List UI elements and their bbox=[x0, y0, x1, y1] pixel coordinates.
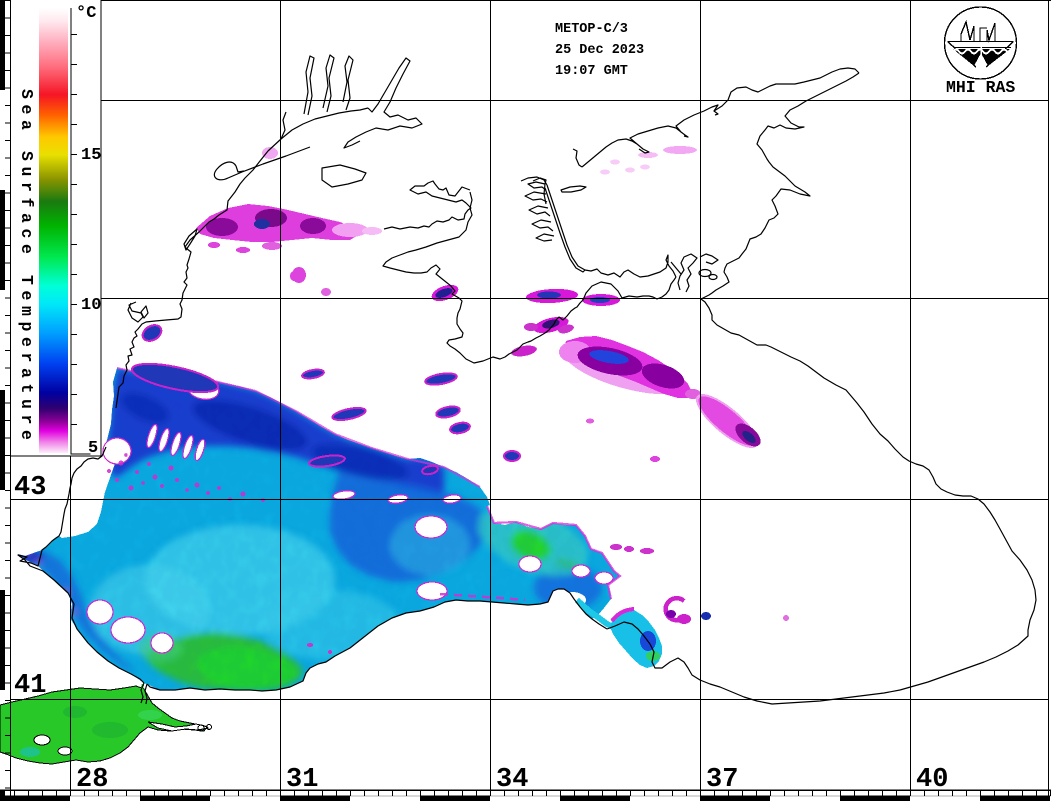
svg-text:5: 5 bbox=[88, 439, 98, 458]
svg-text:37: 37 bbox=[706, 765, 738, 795]
svg-text:Sea Surface Temperature: Sea Surface Temperature bbox=[17, 89, 36, 446]
svg-text:25 Dec 2023: 25 Dec 2023 bbox=[555, 43, 644, 58]
svg-text:°C: °C bbox=[76, 4, 96, 23]
svg-text:43: 43 bbox=[14, 473, 46, 503]
svg-text:40: 40 bbox=[916, 765, 948, 795]
svg-text:METOP-C/3: METOP-C/3 bbox=[555, 22, 628, 37]
svg-text:34: 34 bbox=[496, 765, 528, 795]
svg-text:15: 15 bbox=[81, 146, 101, 165]
svg-text:19:07 GMT: 19:07 GMT bbox=[555, 64, 628, 79]
svg-text:31: 31 bbox=[286, 765, 318, 795]
svg-text:41: 41 bbox=[14, 671, 46, 701]
svg-text:28: 28 bbox=[76, 765, 108, 795]
svg-text:MHI RAS: MHI RAS bbox=[946, 78, 1015, 97]
svg-text:10: 10 bbox=[81, 296, 101, 315]
